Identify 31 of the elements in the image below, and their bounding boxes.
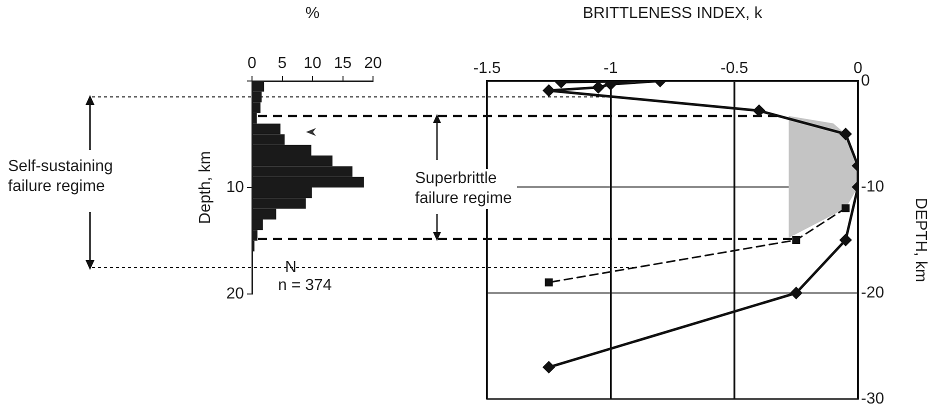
- point: [604, 81, 616, 90]
- annotation: n = 374: [278, 276, 332, 296]
- point: [840, 234, 852, 246]
- point: [592, 82, 604, 94]
- x-tick-label: 5: [278, 54, 287, 72]
- point: [792, 236, 800, 244]
- x-tick-label: -1.5: [473, 60, 501, 77]
- y-tick-label: 0: [861, 72, 870, 90]
- point: [753, 104, 765, 116]
- x-axis-title: %: [305, 5, 320, 22]
- point: [842, 204, 850, 212]
- y-axis-title: DEPTH, km: [912, 198, 929, 282]
- text: Self-sustaining failure regime: [8, 157, 148, 197]
- annotation: Superbrittle failure regime: [415, 169, 517, 209]
- y-axis-title: Depth, km: [197, 151, 214, 224]
- point: [840, 128, 852, 140]
- point: [543, 361, 555, 373]
- point: [543, 84, 555, 96]
- annotation: N: [285, 258, 297, 278]
- y-tick-label: -10: [861, 178, 884, 196]
- y-tick-label: -20: [861, 284, 884, 302]
- x-tick-label: 20: [364, 54, 382, 72]
- x-tick-label: -0.5: [720, 60, 748, 77]
- y-tick-label: -30: [861, 390, 884, 408]
- x-tick-label: 0: [248, 54, 257, 72]
- x-tick-label: 15: [334, 54, 352, 72]
- x-axis-title: BRITTLENESS INDEX, k: [582, 5, 764, 22]
- point: [790, 287, 802, 299]
- point: [544, 278, 553, 286]
- x-tick-label: -1: [604, 60, 618, 77]
- x-tick-label: 10: [304, 54, 322, 72]
